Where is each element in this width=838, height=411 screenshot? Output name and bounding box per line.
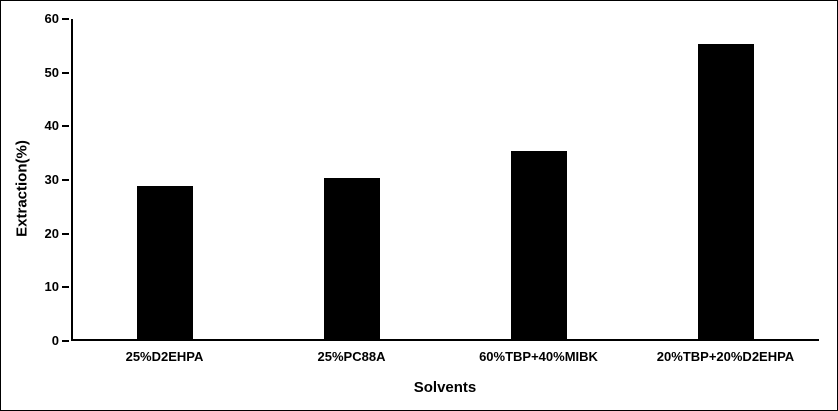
x-category-label: 25%D2EHPA <box>125 349 204 364</box>
y-tick-label: 40 <box>44 118 59 134</box>
y-tick-mark <box>62 18 69 20</box>
y-tick-mark <box>62 340 69 342</box>
bar-20%TBP+20%D2EHPA <box>697 43 754 339</box>
bar-60%TBP+40%MIBK <box>510 151 567 339</box>
y-tick-label: 0 <box>51 333 59 348</box>
y-tick-mark <box>62 125 69 128</box>
x-category-label: 60%TBP+40%MIBK <box>479 349 598 364</box>
bar-25%PC88A <box>323 178 380 339</box>
y-tick-label: 20 <box>44 225 59 241</box>
y-tick-label: 10 <box>44 279 59 295</box>
x-category-label: 20%TBP+20%D2EHPA <box>656 349 795 364</box>
y-tick-label: 50 <box>44 64 59 80</box>
y-tick-mark <box>62 232 69 235</box>
y-tick-mark <box>62 179 69 181</box>
y-tick-mark <box>62 286 69 289</box>
plot-area <box>71 19 819 341</box>
y-tick-label: 30 <box>44 172 59 187</box>
x-category-label: 25%PC88A <box>317 349 386 364</box>
y-tick-mark <box>62 71 69 74</box>
x-axis-title: Solvents <box>413 379 477 396</box>
y-tick-label: 60 <box>44 11 59 26</box>
bar-25%D2EHPA <box>136 186 193 339</box>
